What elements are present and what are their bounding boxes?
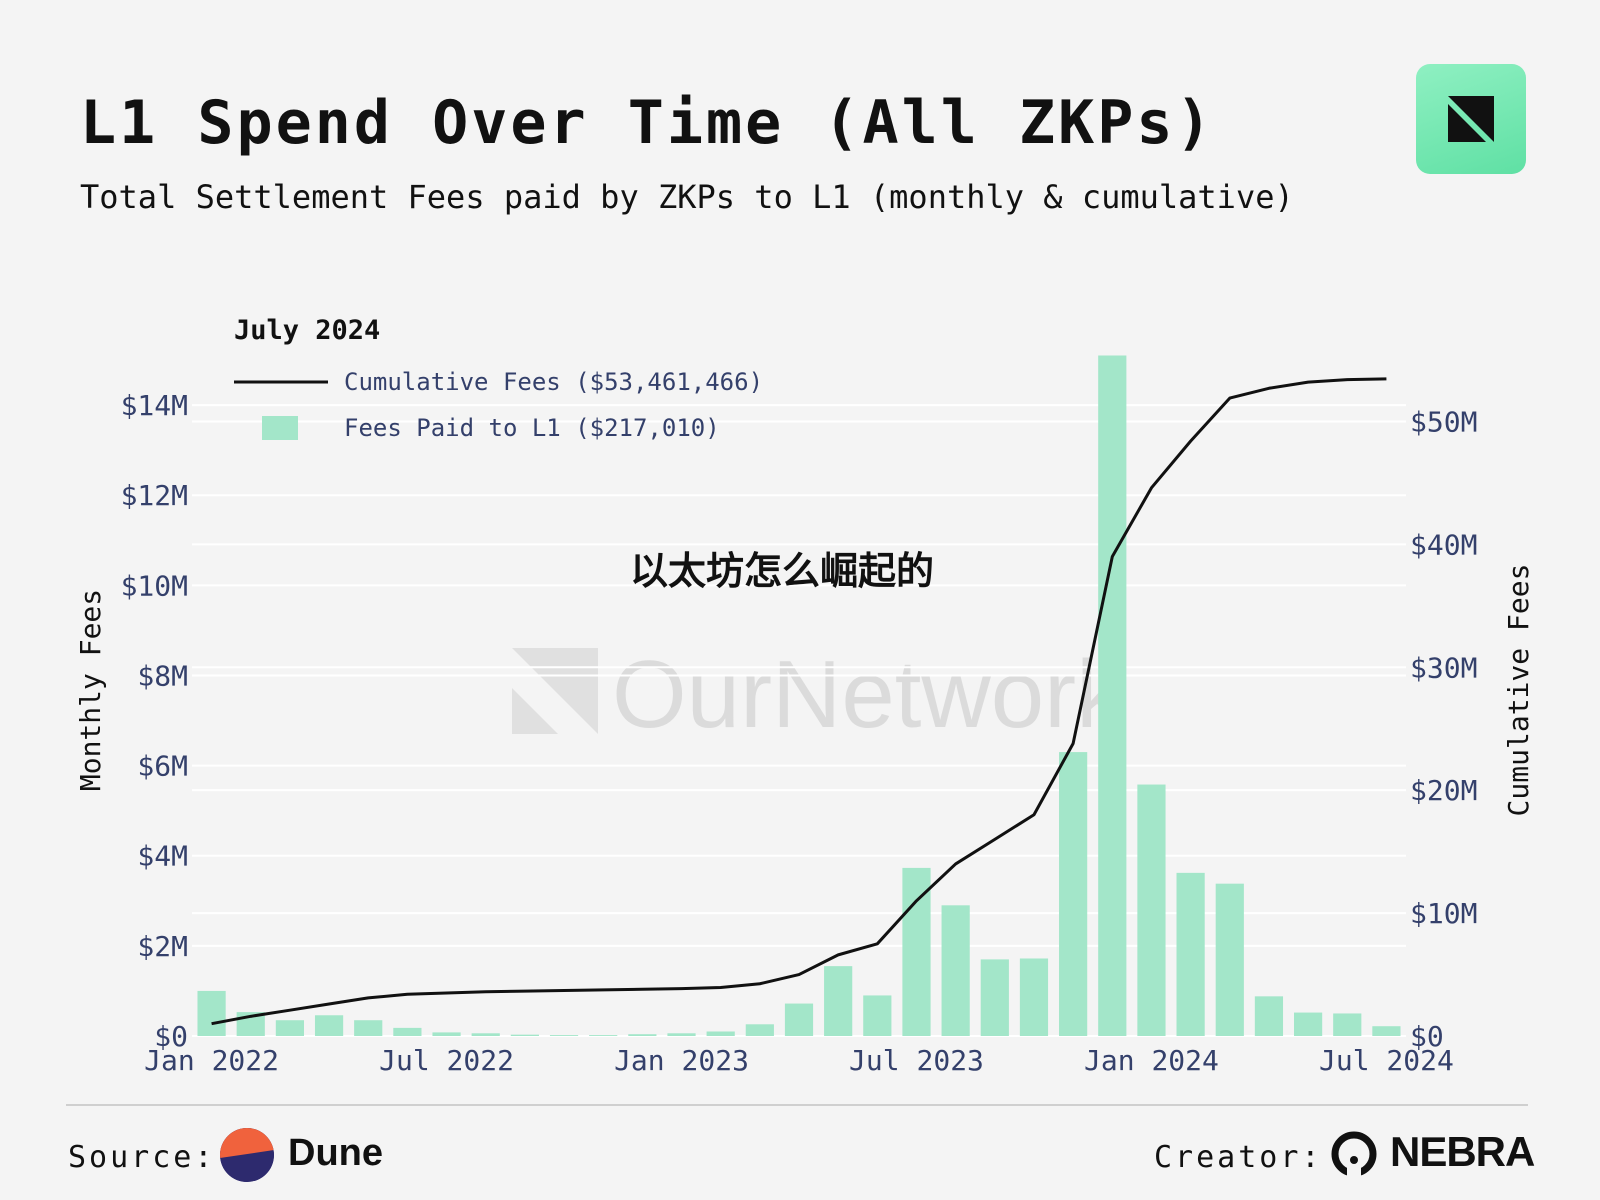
- fee-bar: [628, 1034, 657, 1036]
- x-tick-label: Jan 2022: [144, 1044, 279, 1077]
- cumulative-line: [211, 377, 1387, 1026]
- fee-bar: [863, 995, 892, 1036]
- dune-logo-icon: [220, 1128, 274, 1182]
- fee-bar: [667, 1033, 696, 1036]
- fee-bar: [745, 1024, 774, 1036]
- fee-bar: [471, 1033, 500, 1036]
- fee-bar: [1059, 752, 1088, 1036]
- y-right-tick-label: $40M: [1410, 528, 1477, 561]
- watermark-logo-icon: [512, 648, 598, 734]
- fee-bar: [784, 1003, 814, 1036]
- fee-bar: [1176, 872, 1205, 1036]
- fee-bar: [1333, 1013, 1362, 1036]
- legend-label-cumulative: Cumulative Fees ($53,461,466): [344, 368, 763, 396]
- x-tick-label: Jul 2022: [379, 1044, 514, 1077]
- fee-bar: [197, 990, 226, 1036]
- y-right-tick-label: $50M: [1410, 405, 1477, 438]
- x-tick-label: Jul 2024: [1319, 1044, 1454, 1077]
- fee-bar: [706, 1031, 735, 1036]
- ournetwork-logo-icon: [1416, 64, 1526, 174]
- fee-bar: [1254, 996, 1284, 1036]
- watermark-text: OurNetwork: [612, 641, 1125, 748]
- fee-bar: [1019, 958, 1049, 1036]
- fee-bar: [980, 959, 1009, 1036]
- y-right-tick-label: $0: [1410, 1020, 1444, 1053]
- y-left-tick-label: $0: [154, 1020, 188, 1053]
- fee-bar: [510, 1034, 539, 1036]
- fee-bar: [824, 966, 853, 1036]
- y-left-tick-label: $4M: [137, 840, 188, 873]
- y-right-axis-label: Cumulative Fees: [1502, 564, 1535, 817]
- creator-name: NEBRA: [1390, 1128, 1535, 1175]
- y-left-tick-label: $2M: [137, 930, 188, 963]
- creator-label: Creator:: [1154, 1140, 1323, 1175]
- source-label: Source:: [68, 1140, 216, 1175]
- fee-bar: [354, 1020, 383, 1036]
- y-left-tick-label: $14M: [121, 389, 188, 422]
- fee-bar: [1372, 1026, 1401, 1036]
- legend-title: July 2024: [234, 315, 380, 346]
- fee-bar: [549, 1035, 579, 1036]
- y-left-axis-label: Monthly Fees: [74, 589, 107, 791]
- fee-bar: [1293, 1012, 1323, 1036]
- y-left-tick-label: $8M: [137, 659, 188, 692]
- fee-bar: [1137, 784, 1166, 1036]
- fee-bar: [589, 1035, 618, 1036]
- y-left-tick-label: $12M: [121, 479, 188, 512]
- legend-bar-swatch: [262, 416, 298, 440]
- nebra-logo-icon: [1331, 1131, 1377, 1178]
- y-left-tick-label: $6M: [137, 750, 188, 783]
- x-tick-label: Jan 2023: [614, 1044, 749, 1077]
- chart-subtitle: Total Settlement Fees paid by ZKPs to L1…: [80, 178, 1294, 216]
- fee-bar: [432, 1032, 461, 1036]
- fee-bar: [902, 867, 931, 1036]
- x-tick-label: Jan 2024: [1084, 1044, 1219, 1077]
- overlay-caption: 以太坊怎么崛起的: [630, 549, 935, 593]
- legend-label-fees: Fees Paid to L1 ($217,010): [344, 414, 720, 442]
- y-left-tick-label: $10M: [121, 569, 188, 602]
- y-right-tick-label: $20M: [1410, 774, 1477, 807]
- source-name: Dune: [288, 1132, 383, 1174]
- fee-bar: [314, 1015, 344, 1036]
- y-right-tick-label: $10M: [1410, 897, 1477, 930]
- fee-bar: [1098, 355, 1127, 1036]
- footer-divider: [66, 1104, 1528, 1106]
- fee-bar: [941, 905, 970, 1036]
- fee-bar: [393, 1027, 422, 1036]
- fee-bar: [1215, 883, 1244, 1036]
- fee-bar: [275, 1020, 305, 1036]
- y-right-tick-label: $30M: [1410, 651, 1477, 684]
- x-tick-label: Jul 2023: [849, 1044, 984, 1077]
- chart-title: L1 Spend Over Time (All ZKPs): [80, 88, 1215, 158]
- chart-canvas: $0 $2M $4M $6M $8M $10M $12M $14M $0 $10M $20M $30M…: [74, 315, 1535, 1077]
